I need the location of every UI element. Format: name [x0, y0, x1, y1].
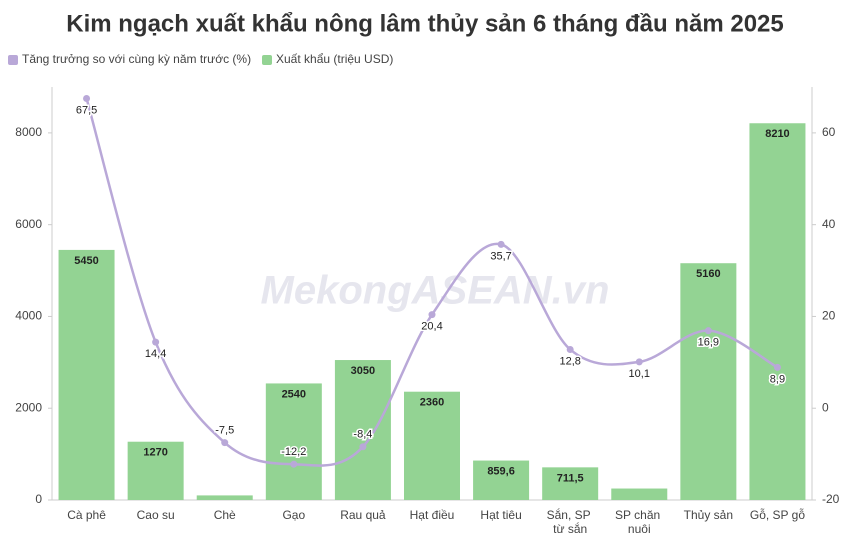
y2-tick-label: 0 — [822, 400, 829, 414]
line-value-label: 12,8 — [559, 355, 580, 367]
x-tick-label: SP chăn nuôi — [615, 508, 663, 536]
line-point — [773, 363, 781, 371]
bar — [473, 460, 530, 500]
y-tick-label: 6000 — [15, 217, 42, 231]
line-point — [290, 460, 298, 468]
line-value-label: 8,9 — [770, 373, 785, 385]
legend-swatch — [8, 55, 18, 65]
bar — [542, 467, 599, 500]
bar — [58, 249, 115, 500]
x-tick-label: Cà phê — [67, 508, 106, 522]
x-tick-label: Sắn, SP từ sắn — [547, 507, 594, 536]
x-tick-label: Hạt tiêu — [480, 508, 521, 522]
line-point — [566, 345, 574, 353]
line-value-label: -8,4 — [353, 429, 372, 441]
x-tick-label: Chè — [214, 508, 236, 522]
x-tick-line: Sắn, SP — [547, 507, 594, 522]
bar-value-label: 1270 — [143, 447, 167, 459]
y-tick-label: 0 — [35, 492, 42, 506]
line-point — [428, 311, 436, 319]
bar-value-label: 5450 — [74, 255, 98, 267]
legend-label: Xuất khẩu (triệu USD) — [276, 52, 393, 66]
y2-tick-label: 40 — [822, 217, 836, 231]
bar-value-label: 711,5 — [557, 472, 584, 484]
bar-value-label: 859,6 — [487, 465, 515, 477]
line-value-label: -7,5 — [215, 425, 234, 437]
x-tick-line: từ sắn — [553, 521, 587, 536]
bar — [334, 360, 391, 500]
bar-value-label: 3050 — [351, 365, 375, 377]
line-value-label: 20,4 — [421, 321, 442, 333]
line-point — [83, 94, 91, 102]
x-tick-label: Hạt điều — [410, 508, 455, 522]
y2-tick-label: -20 — [822, 492, 840, 506]
line — [85, 98, 779, 467]
line-value-label: 67,5 — [76, 104, 97, 116]
bar — [680, 263, 737, 500]
x-tick-label: Thủy sản — [684, 508, 733, 522]
chart-title: Kim ngạch xuất khẩu nông lâm thủy sản 6 … — [66, 10, 783, 37]
line-value-label: 14,4 — [145, 348, 166, 360]
bar-value-label: 5160 — [696, 268, 720, 280]
bar — [127, 441, 184, 500]
x-tick-line: SP chăn — [615, 508, 663, 522]
line-point — [635, 358, 643, 366]
line-value-label: -12,2 — [281, 446, 306, 458]
line-value-label: 35,7 — [490, 250, 511, 262]
x-tick-label: Gỗ, SP gỗ — [750, 507, 805, 522]
line-point — [152, 338, 160, 346]
y2-tick-label: 60 — [822, 125, 836, 139]
legend-label: Tăng trưởng so với cùng kỳ năm trước (%) — [22, 52, 251, 66]
watermark: MekongASEAN.vn — [261, 269, 610, 313]
line-point — [221, 439, 229, 447]
bar — [611, 488, 668, 500]
bar-value-label: 2540 — [282, 388, 306, 400]
x-tick-label: Rau quả — [340, 508, 386, 522]
line-point — [497, 240, 505, 248]
legend-swatch — [262, 55, 272, 65]
bar — [749, 123, 806, 500]
x-tick-label: Cao su — [137, 508, 175, 522]
line-value-label: 16,9 — [698, 337, 719, 349]
line-point — [704, 327, 712, 335]
y2-tick-label: 20 — [822, 309, 836, 323]
x-tick-line: nuôi — [628, 522, 651, 536]
x-tick-label: Gạo — [282, 508, 305, 522]
bar — [265, 383, 322, 500]
bar-value-label: 8210 — [765, 128, 789, 140]
bar — [196, 495, 253, 500]
y-tick-label: 8000 — [15, 125, 42, 139]
y-tick-label: 4000 — [15, 309, 42, 323]
line-point — [359, 443, 367, 451]
line-value-label: 10,1 — [629, 368, 650, 380]
bar — [404, 391, 460, 500]
y-tick-label: 2000 — [15, 400, 42, 414]
bar-value-label: 2360 — [420, 397, 444, 409]
